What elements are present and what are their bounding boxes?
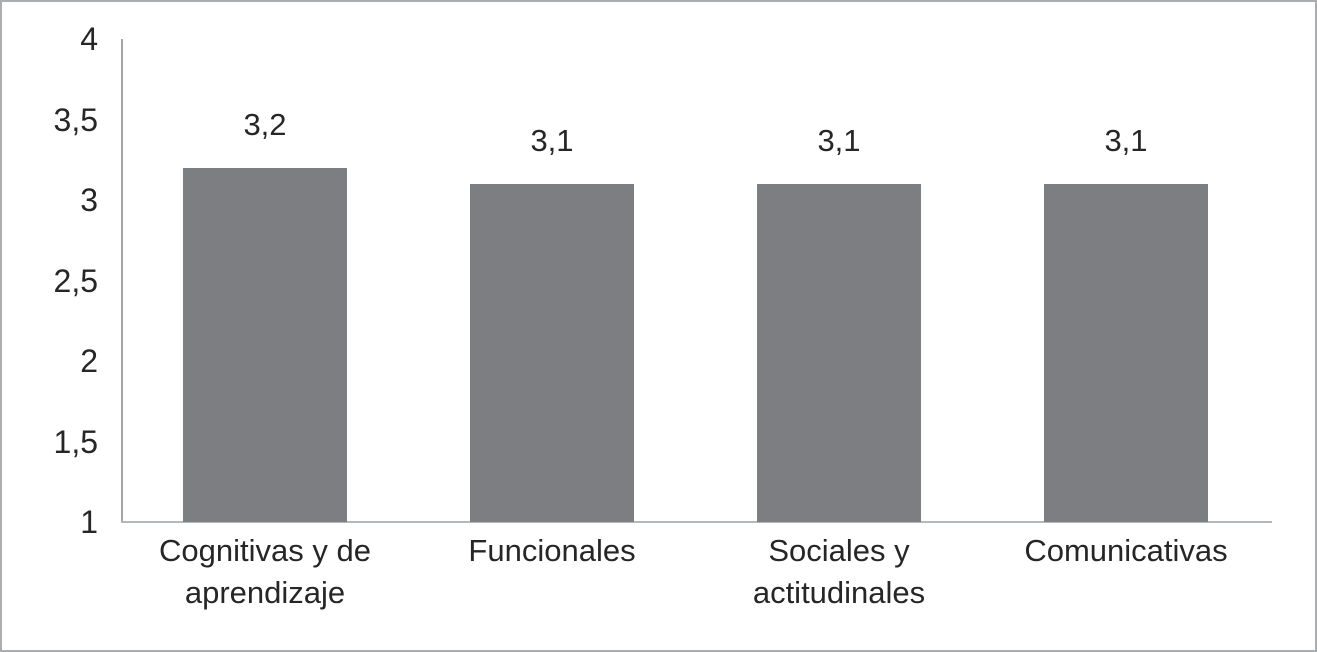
bar-4 bbox=[1044, 184, 1208, 522]
bar-1 bbox=[183, 168, 347, 522]
y-tick-label: 2,5 bbox=[53, 262, 98, 299]
y-tick-label: 3 bbox=[80, 182, 98, 218]
category-label: Comunicativas bbox=[1024, 533, 1228, 568]
category-label: Sociales y actitudinales bbox=[752, 533, 926, 610]
y-tick-label: 2 bbox=[80, 343, 98, 379]
bar-2 bbox=[470, 184, 634, 522]
bar-value-label: 3,2 bbox=[243, 107, 287, 142]
x-axis-line bbox=[121, 521, 1272, 523]
category-label: Cognitivas y de aprendizaje bbox=[159, 533, 371, 610]
bar-3 bbox=[757, 184, 921, 522]
bar-value-label: 3,1 bbox=[1104, 123, 1148, 158]
y-tick-label: 4 bbox=[80, 21, 98, 57]
y-tick-label: 1,5 bbox=[53, 423, 98, 460]
plot-area bbox=[121, 39, 1270, 522]
bar-value-label: 3,1 bbox=[817, 123, 861, 158]
bar-value-label: 3,1 bbox=[530, 123, 574, 158]
y-tick-label: 1 bbox=[80, 504, 98, 540]
y-tick-label: 3,5 bbox=[53, 101, 98, 138]
y-axis-line bbox=[121, 39, 123, 522]
category-label: Funcionales bbox=[468, 533, 636, 568]
